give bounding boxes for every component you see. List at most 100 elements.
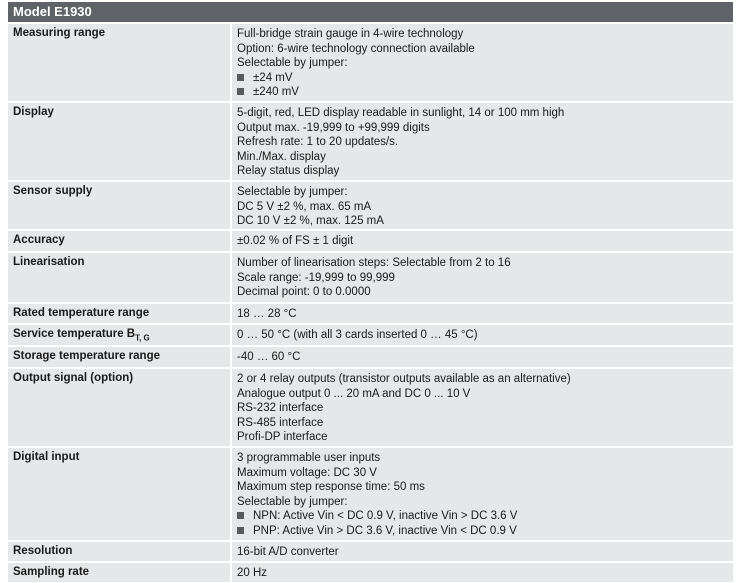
table-row: Service temperature BT, G 0 … 50 °C (with… xyxy=(8,325,733,345)
value-text: 2 or 4 relay outputs (transistor outputs… xyxy=(237,373,571,385)
value-text: Refresh rate: 1 to 20 updates/s. xyxy=(237,136,399,148)
value-line: 2 or 4 relay outputs (transistor outputs… xyxy=(237,372,733,387)
value-text: RS-485 interface xyxy=(237,416,324,429)
row-label: Accuracy xyxy=(8,231,230,251)
row-value: 16-bit A/D converter xyxy=(232,542,733,561)
row-label-text: Storage temperature range xyxy=(13,350,160,362)
value-line: ±240 mV xyxy=(237,85,733,100)
row-label-subscript: T, G xyxy=(135,333,150,343)
value-line: Analogue output 0 ... 20 mA and DC 0 ...… xyxy=(237,387,733,402)
value-text: DC 10 V ±2 %, max. 125 mA xyxy=(237,215,384,227)
row-value: -40 … 60 °C xyxy=(232,347,733,367)
value-line: Full-bridge strain gauge in 4-wire techn… xyxy=(237,27,733,42)
table-row: Display 5-digit, red, LED display readabl… xyxy=(8,103,733,180)
value-text: 0 … 50 °C (with all 3 cards inserted 0 …… xyxy=(237,329,478,341)
square-bullet-icon xyxy=(237,512,244,519)
row-label-text: Measuring range xyxy=(13,27,106,39)
value-line: RS-485 interface xyxy=(237,416,733,431)
row-label: Sampling rate xyxy=(8,563,230,582)
value-line: 16-bit A/D converter xyxy=(237,545,733,560)
table-row: Measuring range Full-bridge strain gauge … xyxy=(8,24,733,101)
value-text: Analogue output 0 ... 20 mA and DC 0 ...… xyxy=(237,387,471,400)
row-label: Sensor supply xyxy=(8,182,230,229)
value-text: 20 Hz xyxy=(237,567,268,579)
row-value: 3 programmable user inputs Maximum voltag… xyxy=(232,448,733,540)
square-bullet-icon xyxy=(237,73,244,81)
row-value: 20 Hz xyxy=(232,563,733,582)
value-text: ±0.02 % of FS ± 1 digit xyxy=(237,235,354,247)
row-label-text: Service temperature B xyxy=(13,328,136,340)
row-value: 18 … 28 °C xyxy=(232,304,733,323)
value-line: Relay status display xyxy=(237,164,733,179)
square-bullet-icon xyxy=(237,88,244,95)
value-line: Selectable by jumper: xyxy=(237,56,733,71)
row-label-text: Rated temperature range xyxy=(13,307,150,319)
value-text: Option: 6-wire technology connection ava… xyxy=(237,42,475,55)
row-label-text: Sampling rate xyxy=(13,566,90,578)
value-line: Refresh rate: 1 to 20 updates/s. xyxy=(237,135,733,150)
table-row: Linearisation Number of linearisation ste… xyxy=(8,253,733,302)
table-row: Accuracy ±0.02 % of FS ± 1 digit xyxy=(8,231,733,251)
value-text: Min./Max. display xyxy=(237,150,326,163)
table-title: Model E1930 xyxy=(8,2,733,22)
value-line: PNP: Active Vin > DC 3.6 V, inactive Vin… xyxy=(237,524,733,539)
value-line: ±24 mV xyxy=(237,71,733,86)
value-text: Selectable by jumper: xyxy=(237,186,348,198)
row-label: Display xyxy=(8,103,230,180)
row-value: 5-digit, red, LED display readable in su… xyxy=(232,103,733,180)
value-line: 20 Hz xyxy=(237,566,733,581)
value-line: NPN: Active Vin < DC 0.9 V, inactive Vin… xyxy=(237,509,733,524)
row-value: Full-bridge strain gauge in 4-wire techn… xyxy=(232,24,733,101)
value-text: Selectable by jumper: xyxy=(237,57,348,69)
value-text: Full-bridge strain gauge in 4-wire techn… xyxy=(237,28,464,40)
value-text: 16-bit A/D converter xyxy=(237,546,339,558)
table-row: Sensor supply Selectable by jumper: DC 5 V… xyxy=(8,182,733,229)
value-text: -40 … 60 °C xyxy=(237,351,301,363)
value-line: DC 10 V ±2 %, max. 125 mA xyxy=(237,214,733,229)
value-text: Selectable by jumper: xyxy=(237,495,348,508)
row-label: Measuring range xyxy=(8,24,230,101)
table-row: Rated temperature range 18 … 28 °C xyxy=(8,304,733,323)
value-line: Decimal point: 0 to 0.0000 xyxy=(237,285,733,300)
value-text: ±24 mV xyxy=(253,71,293,84)
value-line: Maximum step response time: 50 ms xyxy=(237,480,733,495)
value-line: RS-232 interface xyxy=(237,401,733,416)
row-label-text: Linearisation xyxy=(13,256,85,268)
value-line: Number of linearisation steps: Selectabl… xyxy=(237,256,733,271)
value-line: Scale range: -19,999 to 99,999 xyxy=(237,271,733,286)
value-line: 18 … 28 °C xyxy=(237,307,733,322)
row-label-text: Output signal (option) xyxy=(13,372,134,384)
value-text: Decimal point: 0 to 0.0000 xyxy=(237,286,371,298)
table-row: Digital input 3 programmable user inputs M… xyxy=(8,448,733,540)
row-label: Digital input xyxy=(8,448,230,540)
value-line: ±0.02 % of FS ± 1 digit xyxy=(237,234,733,249)
row-label: Resolution xyxy=(8,542,230,561)
value-line: Maximum voltage: DC 30 V xyxy=(237,466,733,481)
value-line: 5-digit, red, LED display readable in su… xyxy=(237,106,733,121)
value-text: Number of linearisation steps: Selectabl… xyxy=(237,257,511,269)
row-label-text: Accuracy xyxy=(13,234,65,246)
row-value: Selectable by jumper: DC 5 V ±2 %, max. 6… xyxy=(232,182,733,229)
value-text: PNP: Active Vin > DC 3.6 V, inactive Vin… xyxy=(253,524,517,537)
value-line: -40 … 60 °C xyxy=(237,350,733,365)
value-text: 18 … 28 °C xyxy=(237,308,297,320)
row-value: Number of linearisation steps: Selectabl… xyxy=(232,253,733,302)
value-line: 0 … 50 °C (with all 3 cards inserted 0 …… xyxy=(237,328,733,343)
value-line: Min./Max. display xyxy=(237,150,733,165)
row-value: ±0.02 % of FS ± 1 digit xyxy=(232,231,733,251)
value-line: Output max. -19,999 to +99,999 digits xyxy=(237,121,733,136)
spec-table: Model E1930 Measuring range Full-bridge s… xyxy=(8,2,733,582)
value-text: ±240 mV xyxy=(253,86,299,98)
value-line: Selectable by jumper: xyxy=(237,185,733,200)
row-label: Output signal (option) xyxy=(8,369,230,446)
value-text: 5-digit, red, LED display readable in su… xyxy=(237,107,565,119)
square-bullet-icon xyxy=(237,526,244,534)
value-text: Relay status display xyxy=(237,165,340,177)
value-text: Scale range: -19,999 to 99,999 xyxy=(237,271,395,284)
value-text: Profi-DP interface xyxy=(237,431,328,443)
table-row: Resolution 16-bit A/D converter xyxy=(8,542,733,561)
row-value: 2 or 4 relay outputs (transistor outputs… xyxy=(232,369,733,446)
value-line: Option: 6-wire technology connection ava… xyxy=(237,42,733,57)
row-label-text: Resolution xyxy=(13,545,73,557)
table-row: Output signal (option) 2 or 4 relay outpu… xyxy=(8,369,733,446)
